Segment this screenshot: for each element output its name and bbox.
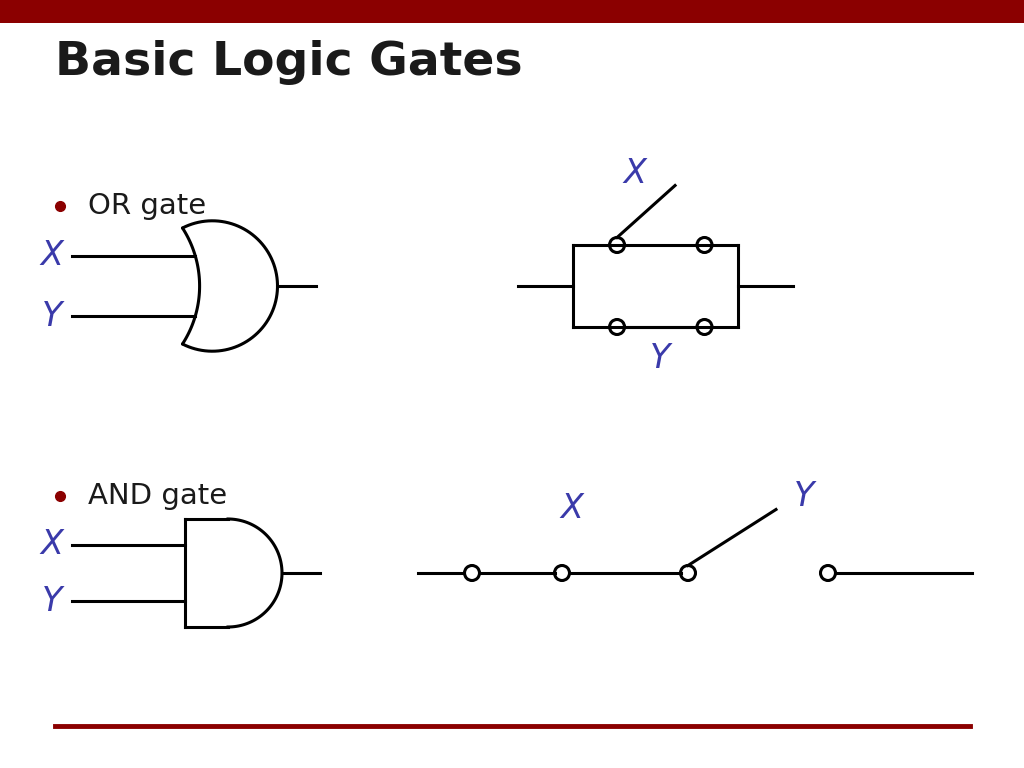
Bar bbox=[0, 0, 1024, 23]
Text: X: X bbox=[560, 492, 584, 525]
Text: Y: Y bbox=[42, 300, 62, 333]
Text: X: X bbox=[41, 528, 63, 561]
Text: AND gate: AND gate bbox=[88, 482, 227, 510]
Text: OR gate: OR gate bbox=[88, 192, 206, 220]
Text: Y: Y bbox=[794, 481, 814, 514]
Text: Y: Y bbox=[650, 343, 670, 376]
Text: Basic Logic Gates: Basic Logic Gates bbox=[55, 40, 522, 85]
Text: Y: Y bbox=[42, 584, 62, 617]
Text: X: X bbox=[624, 157, 646, 190]
Text: X: X bbox=[41, 240, 63, 273]
